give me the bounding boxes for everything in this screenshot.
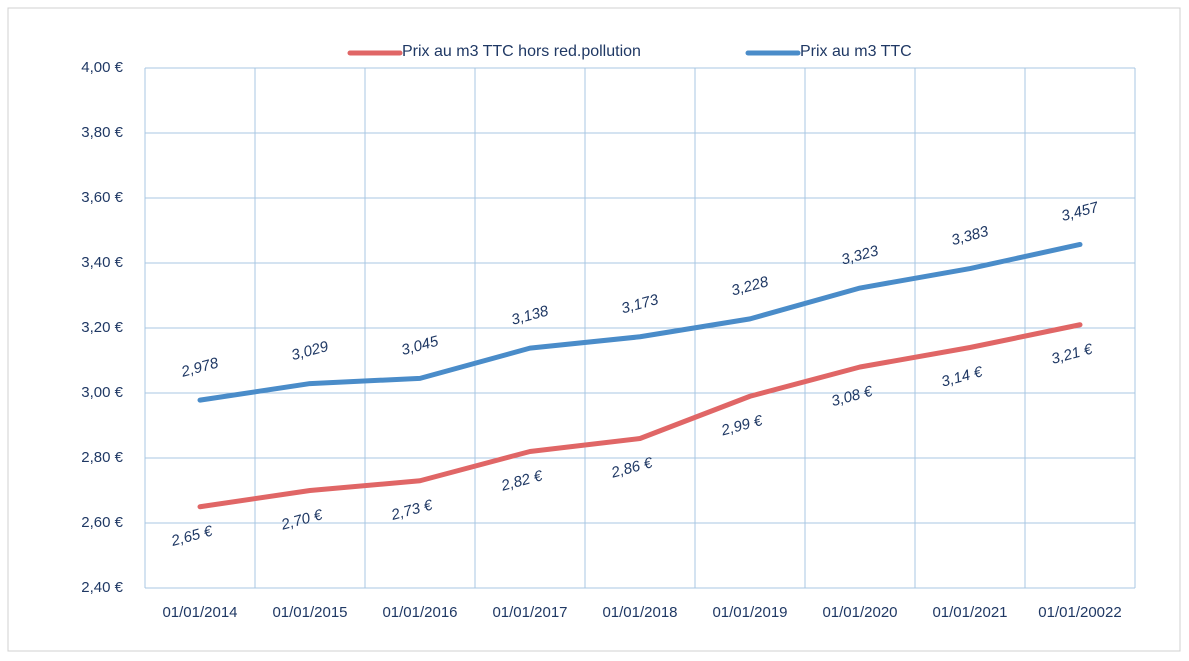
data-label: 2,82 €	[499, 467, 545, 495]
data-label: 2,978	[179, 354, 221, 381]
y-tick-label: 3,20 €	[81, 319, 123, 336]
y-tick-label: 2,60 €	[81, 514, 123, 531]
y-tick-label: 3,80 €	[81, 124, 123, 141]
series-line	[197, 241, 1083, 403]
legend-label: Prix au m3 TTC	[800, 43, 912, 60]
data-label: 3,08 €	[830, 383, 875, 410]
data-label: 2,70 €	[279, 506, 325, 534]
y-tick-label: 2,40 €	[81, 579, 123, 596]
x-tick-label: 01/01/2018	[602, 604, 677, 621]
data-label: 3,14 €	[940, 363, 985, 390]
legend-label: Prix au m3 TTC hors red.pollution	[402, 43, 641, 60]
y-tick-label: 3,40 €	[81, 254, 123, 271]
y-tick-label: 3,60 €	[81, 189, 123, 206]
data-label: 2,65 €	[169, 522, 215, 550]
chart-border	[7, 7, 1181, 652]
y-tick-label: 2,80 €	[81, 449, 123, 466]
y-tick-label: 3,00 €	[81, 384, 123, 401]
data-label: 2,73 €	[389, 496, 435, 524]
data-label: 3,383	[950, 223, 991, 249]
x-tick-label: 01/01/2015	[272, 604, 347, 621]
data-label: 3,323	[840, 242, 881, 268]
data-label: 3,173	[620, 291, 661, 317]
x-tick-label: 01/01/2014	[162, 604, 237, 621]
x-tick-label: 01/01/2021	[932, 604, 1007, 621]
series-line	[197, 322, 1083, 510]
data-label: 3,138	[510, 302, 551, 328]
data-label: 3,045	[400, 333, 441, 359]
x-tick-label: 01/01/2017	[492, 604, 567, 621]
data-label: 3,228	[730, 273, 771, 299]
data-label: 3,457	[1060, 199, 1101, 225]
x-tick-label: 01/01/20022	[1038, 604, 1121, 621]
x-tick-label: 01/01/2020	[822, 604, 897, 621]
y-tick-label: 4,00 €	[81, 59, 123, 76]
x-tick-label: 01/01/2019	[712, 604, 787, 621]
data-label: 3,21 €	[1050, 340, 1095, 367]
data-label: 3,029	[290, 338, 331, 364]
x-tick-label: 01/01/2016	[382, 604, 457, 621]
data-label: 2,99 €	[719, 412, 765, 440]
